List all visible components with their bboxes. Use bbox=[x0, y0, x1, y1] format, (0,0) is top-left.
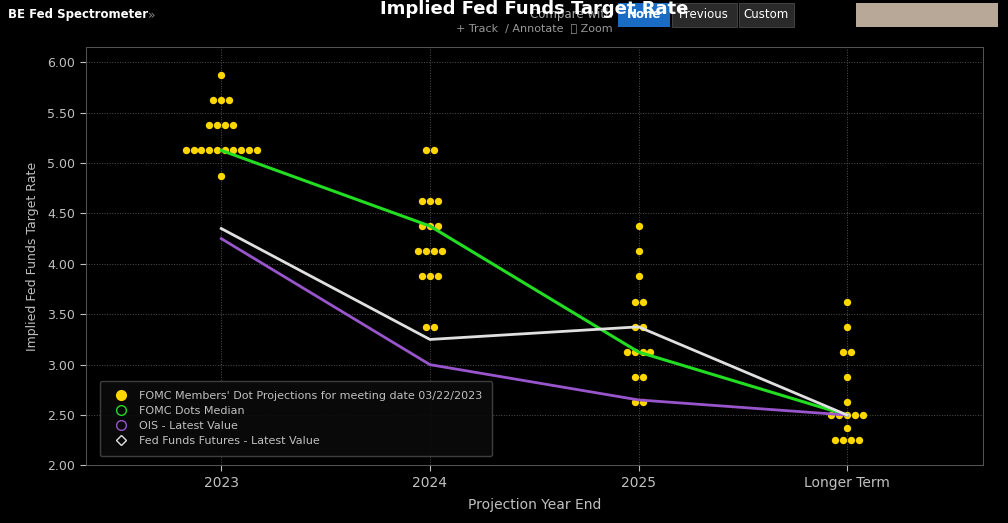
Point bbox=[225, 146, 241, 155]
Y-axis label: Implied Fed Funds Target Rate: Implied Fed Funds Target Rate bbox=[26, 162, 39, 351]
Point bbox=[627, 323, 643, 331]
Title: Implied Fed Funds Target Rate: Implied Fed Funds Target Rate bbox=[380, 0, 688, 18]
FancyBboxPatch shape bbox=[672, 3, 737, 27]
Point bbox=[241, 146, 257, 155]
Point bbox=[828, 436, 844, 445]
Point bbox=[855, 411, 871, 419]
Point bbox=[836, 436, 852, 445]
Point bbox=[414, 222, 430, 230]
Point bbox=[233, 146, 249, 155]
Point bbox=[214, 71, 230, 79]
Point bbox=[410, 247, 426, 255]
Point bbox=[414, 272, 430, 281]
Point bbox=[414, 197, 430, 205]
FancyBboxPatch shape bbox=[856, 3, 998, 27]
Point bbox=[832, 411, 848, 419]
Point bbox=[214, 172, 230, 180]
Point bbox=[839, 323, 855, 331]
Point bbox=[839, 373, 855, 381]
Point bbox=[634, 348, 650, 356]
Point bbox=[619, 348, 635, 356]
Point bbox=[839, 411, 855, 419]
X-axis label: Projection Year End: Projection Year End bbox=[468, 498, 601, 512]
Point bbox=[634, 323, 650, 331]
Point bbox=[422, 222, 438, 230]
Point bbox=[627, 373, 643, 381]
Text: Custom: Custom bbox=[743, 8, 788, 21]
Point bbox=[627, 399, 643, 407]
Point bbox=[185, 146, 202, 155]
Point bbox=[425, 247, 442, 255]
Point bbox=[194, 146, 210, 155]
Point bbox=[206, 96, 222, 104]
Point bbox=[839, 424, 855, 432]
Text: + Track  ∕ Annotate  🔍 Zoom: + Track ∕ Annotate 🔍 Zoom bbox=[456, 24, 613, 33]
Point bbox=[433, 247, 450, 255]
Point bbox=[425, 323, 442, 331]
Text: »: » bbox=[148, 8, 155, 21]
Point bbox=[418, 146, 434, 155]
Point bbox=[202, 146, 218, 155]
Point bbox=[851, 436, 867, 445]
Legend: FOMC Members' Dot Projections for meeting date 03/22/2023, FOMC Dots Median, OIS: FOMC Members' Dot Projections for meetin… bbox=[100, 381, 492, 456]
Point bbox=[642, 348, 658, 356]
Point bbox=[839, 399, 855, 407]
Point bbox=[634, 298, 650, 306]
Point bbox=[630, 247, 646, 255]
Point bbox=[177, 146, 194, 155]
Point bbox=[221, 96, 237, 104]
Point bbox=[202, 121, 218, 129]
Point bbox=[630, 272, 646, 281]
Point bbox=[429, 197, 446, 205]
Point bbox=[425, 146, 442, 155]
Point bbox=[225, 121, 241, 129]
Text: Compare with: Compare with bbox=[530, 8, 613, 21]
Point bbox=[847, 411, 863, 419]
Point bbox=[843, 436, 859, 445]
Point bbox=[249, 146, 265, 155]
Point bbox=[210, 146, 226, 155]
Point bbox=[429, 272, 446, 281]
Point bbox=[429, 222, 446, 230]
Text: BE Fed Spectrometer: BE Fed Spectrometer bbox=[8, 8, 148, 21]
FancyBboxPatch shape bbox=[618, 3, 670, 27]
Point bbox=[418, 247, 434, 255]
Point bbox=[422, 272, 438, 281]
Point bbox=[634, 399, 650, 407]
Point bbox=[422, 197, 438, 205]
Point bbox=[843, 348, 859, 356]
Point bbox=[217, 121, 233, 129]
Point bbox=[634, 373, 650, 381]
Point bbox=[824, 411, 840, 419]
Point bbox=[627, 298, 643, 306]
Point bbox=[836, 348, 852, 356]
FancyBboxPatch shape bbox=[739, 3, 794, 27]
Text: Previous: Previous bbox=[679, 8, 729, 21]
Point bbox=[210, 121, 226, 129]
Point bbox=[630, 222, 646, 230]
Point bbox=[418, 323, 434, 331]
Text: None: None bbox=[627, 8, 661, 21]
Point bbox=[217, 146, 233, 155]
Point bbox=[214, 96, 230, 104]
Point bbox=[839, 298, 855, 306]
Point bbox=[627, 348, 643, 356]
